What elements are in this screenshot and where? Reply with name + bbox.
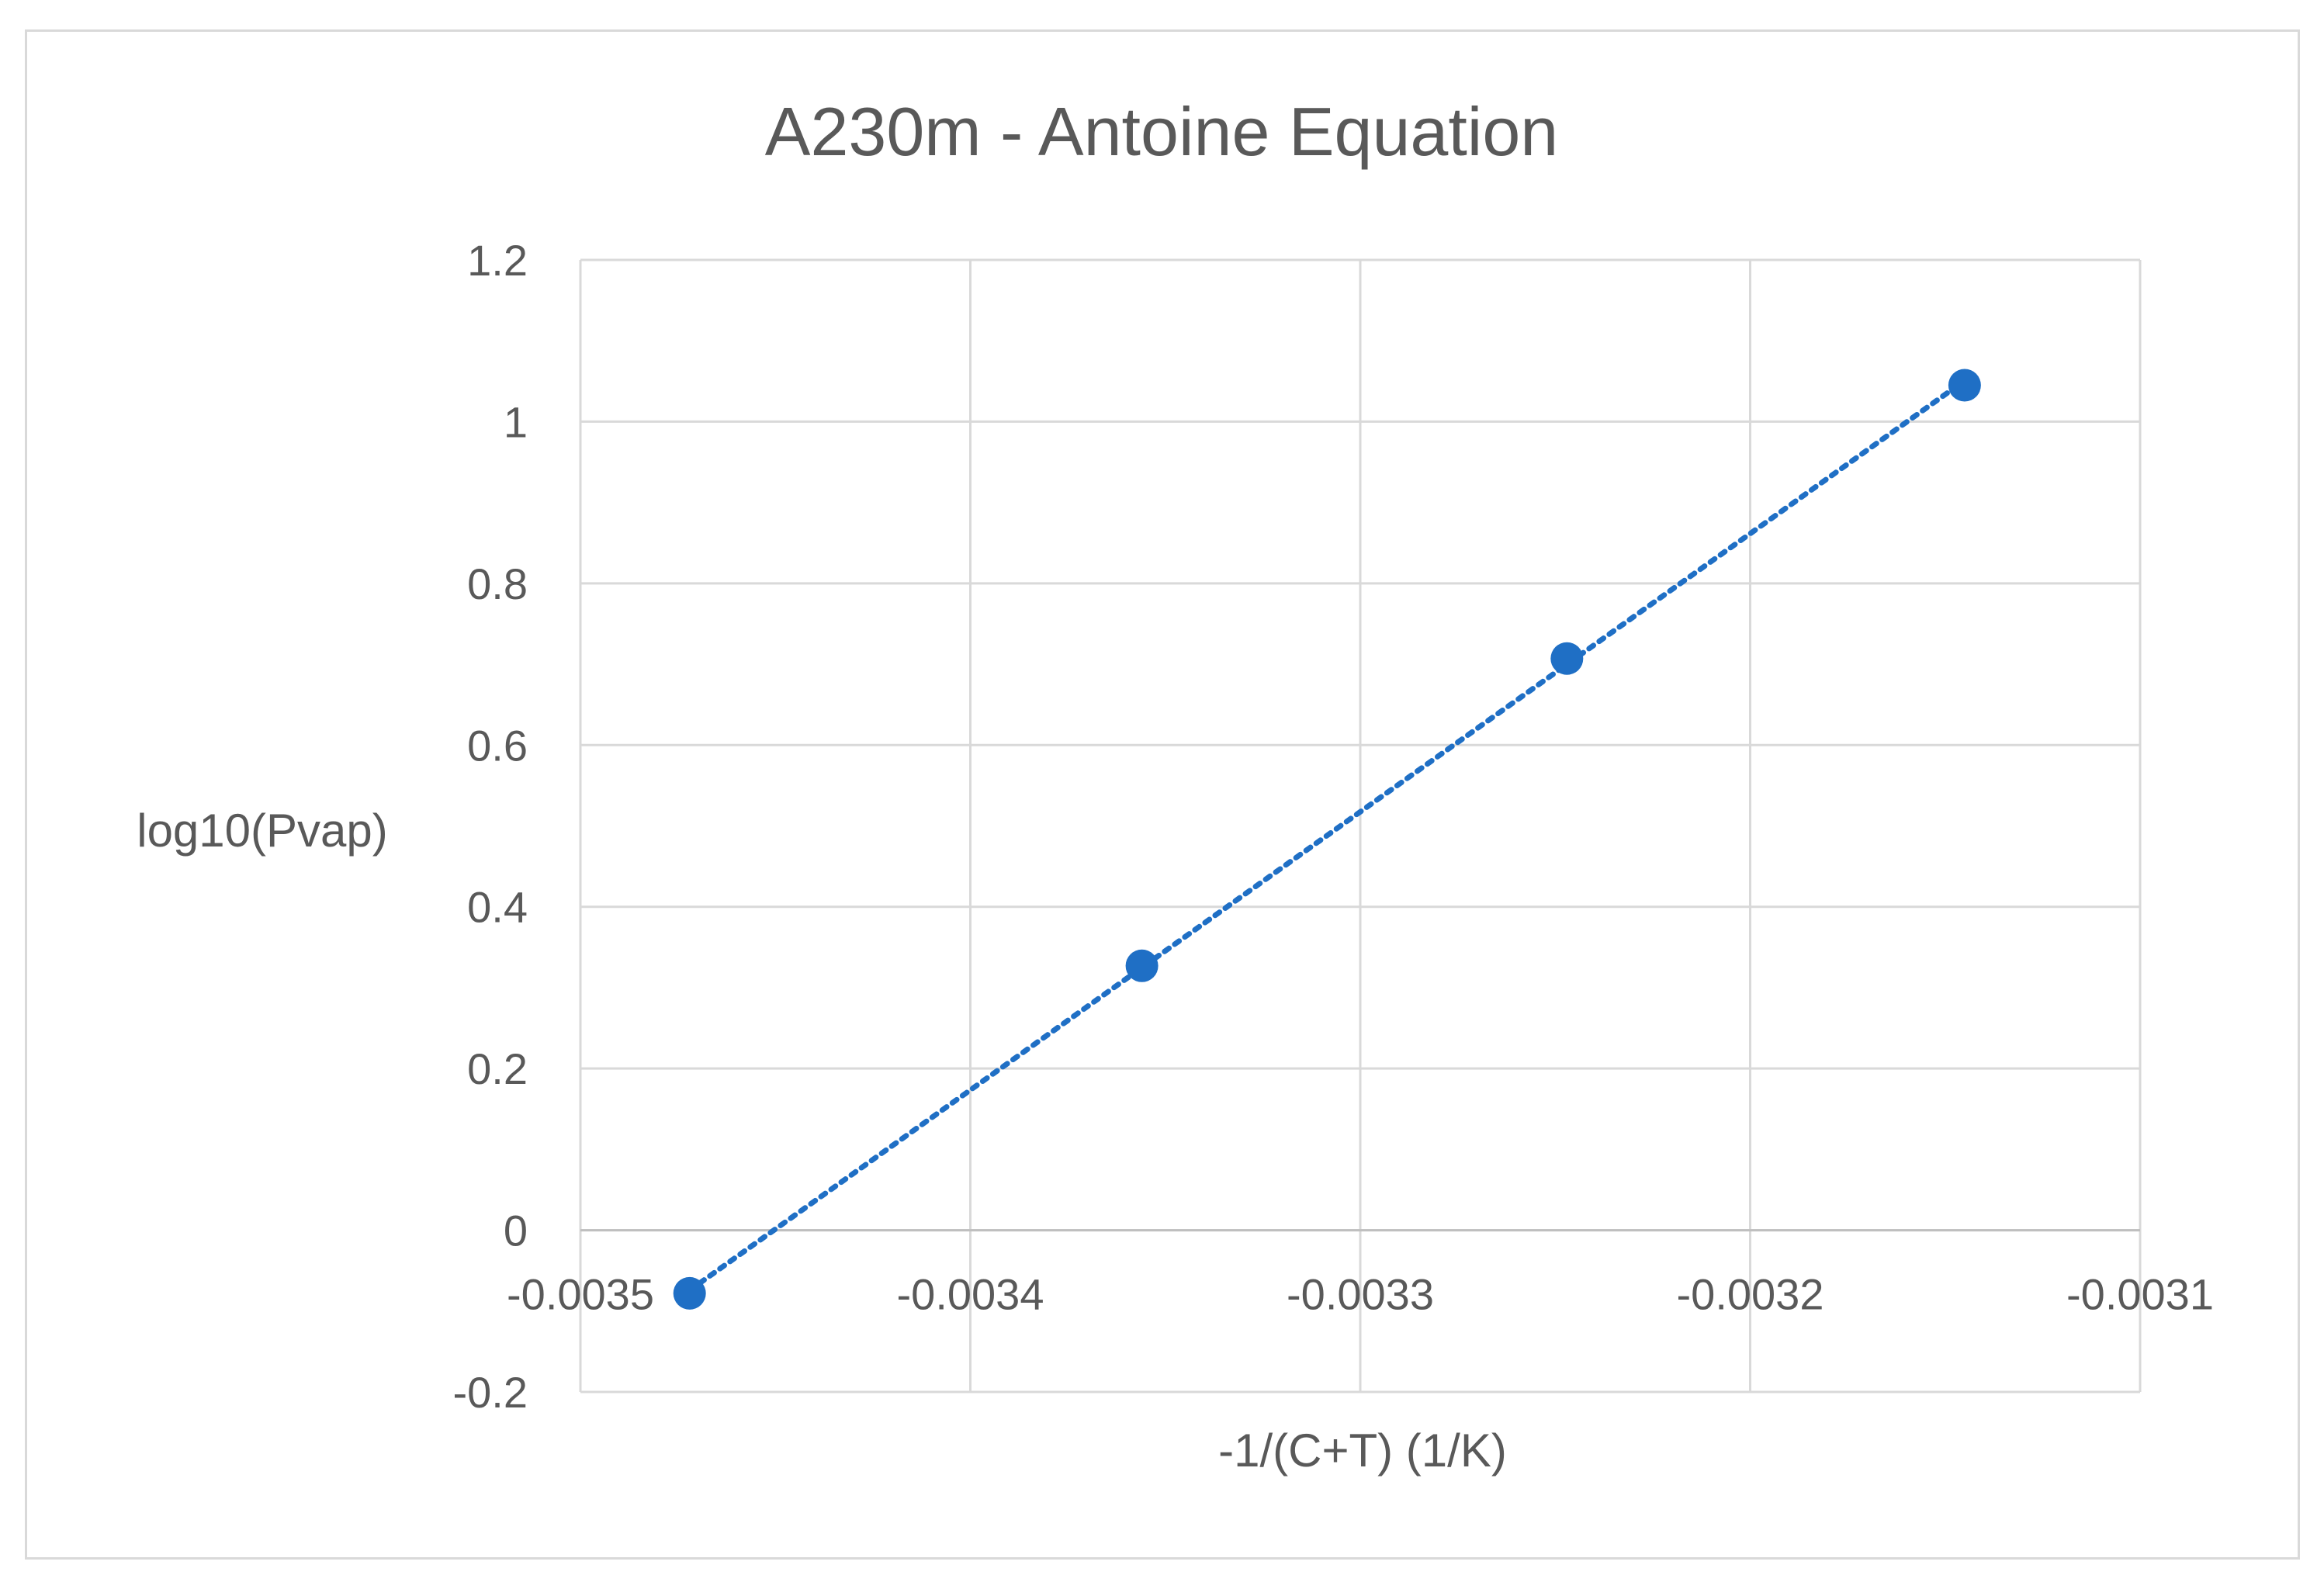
chart-title: A230m - Antoine Equation — [765, 93, 1558, 170]
y-tick-label: 0 — [504, 1207, 528, 1255]
data-point — [1550, 642, 1584, 675]
data-point — [1948, 369, 1981, 402]
trendline-layer — [687, 378, 1968, 1293]
y-tick-label: 1 — [504, 397, 528, 446]
y-tick-label: 0.4 — [467, 883, 528, 932]
y-axis-title: log10(Pvap) — [137, 805, 388, 857]
trendline — [687, 378, 1968, 1293]
y-tick-label: 0.8 — [467, 559, 528, 608]
data-points — [673, 369, 1981, 1310]
chart-area — [25, 29, 2300, 1560]
grid-layer — [579, 258, 2142, 1393]
x-tick-label: -0.0031 — [2066, 1270, 2214, 1319]
x-tick-label: -0.0035 — [507, 1270, 654, 1319]
x-tick-label: -0.0033 — [1287, 1270, 1434, 1319]
x-tick-labels: -0.0035 -0.0034 -0.0033 -0.0032 -0.0031 — [507, 1270, 2214, 1319]
y-tick-label: -0.2 — [453, 1368, 528, 1417]
y-tick-label: 0.2 — [467, 1044, 528, 1093]
x-tick-label: -0.0034 — [897, 1270, 1044, 1319]
y-tick-labels: 1.2 1 0.8 0.6 0.4 0.2 0 -0.2 — [453, 236, 528, 1417]
y-tick-label: 0.6 — [467, 721, 528, 770]
x-tick-label: -0.0032 — [1677, 1270, 1824, 1319]
data-point — [1125, 949, 1159, 982]
x-axis-title: -1/(C+T) (1/K) — [1218, 1425, 1507, 1477]
data-point — [673, 1276, 706, 1310]
y-tick-label: 1.2 — [467, 236, 528, 285]
